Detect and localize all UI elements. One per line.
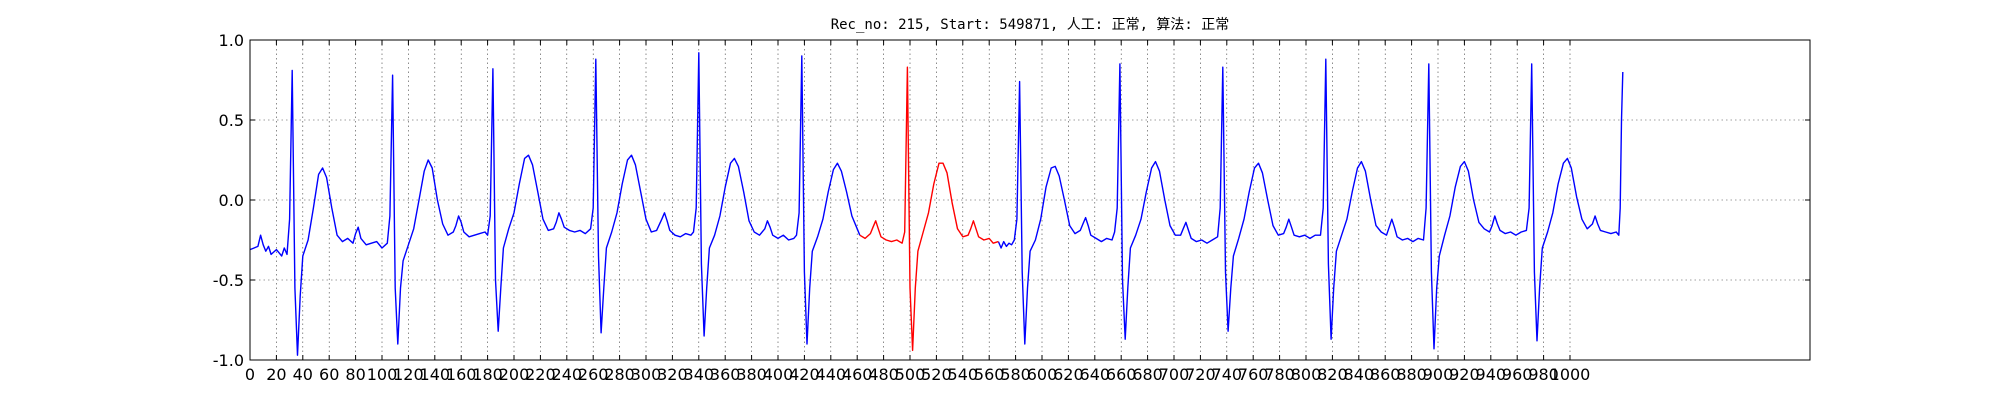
x-tick-label: 180: [472, 365, 503, 384]
x-tick-label: 140: [420, 365, 451, 384]
y-axis-ticks: 1.0 0.5 0.0 -0.5 -1.0: [213, 31, 1810, 370]
x-tick-label: 800: [1291, 365, 1322, 384]
x-tick-label: 160: [446, 365, 477, 384]
y-tick-label: 0.5: [219, 111, 244, 130]
x-tick-label: 860: [1370, 365, 1401, 384]
x-tick-label: 240: [552, 365, 583, 384]
y-tick-label: -1.0: [213, 351, 244, 370]
x-tick-label: 480: [868, 365, 899, 384]
x-tick-label: 360: [710, 365, 741, 384]
x-tick-label: 920: [1449, 365, 1480, 384]
x-tick-label: 420: [789, 365, 820, 384]
x-tick-label: 280: [604, 365, 635, 384]
x-tick-label: 940: [1476, 365, 1507, 384]
y-tick-label: -0.5: [213, 271, 244, 290]
x-tick-label: 200: [499, 365, 530, 384]
x-tick-label: 320: [657, 365, 688, 384]
x-tick-label: 780: [1264, 365, 1295, 384]
x-tick-label: 840: [1344, 365, 1375, 384]
x-tick-label: 100: [367, 365, 398, 384]
x-tick-label: 620: [1053, 365, 1084, 384]
x-tick-label: 720: [1185, 365, 1216, 384]
x-tick-label: 380: [736, 365, 767, 384]
x-tick-label: 640: [1080, 365, 1111, 384]
x-tick-label: 20: [266, 365, 286, 384]
x-tick-label: 740: [1212, 365, 1243, 384]
x-tick-label: 340: [684, 365, 715, 384]
x-tick-label: 220: [525, 365, 556, 384]
x-tick-label: 120: [393, 365, 424, 384]
grid: [250, 40, 1810, 360]
x-tick-label: 500: [895, 365, 926, 384]
x-tick-label: 300: [631, 365, 662, 384]
x-tick-label: 80: [345, 365, 365, 384]
x-tick-label: 60: [319, 365, 339, 384]
chart-title: Rec_no: 215, Start: 549871, 人工: 正常, 算法: …: [831, 17, 1230, 33]
x-tick-label: 460: [842, 365, 873, 384]
x-tick-label: 700: [1159, 365, 1190, 384]
x-tick-label: 680: [1132, 365, 1163, 384]
x-tick-label: 560: [974, 365, 1005, 384]
y-tick-label: 1.0: [219, 31, 244, 50]
x-tick-label: 880: [1396, 365, 1427, 384]
x-tick-label: 1000: [1550, 365, 1591, 384]
x-tick-label: 660: [1106, 365, 1137, 384]
x-tick-label: 520: [921, 365, 952, 384]
x-tick-label: 760: [1238, 365, 1269, 384]
y-tick-label: 0.0: [219, 191, 244, 210]
x-axis-ticks: 0 20 40 60 80 1001201401601802002202402602803…: [245, 40, 1590, 384]
x-tick-label: 400: [763, 365, 794, 384]
ecg-trace-red: [859, 66, 999, 352]
x-tick-label: 0: [245, 365, 255, 384]
x-tick-label: 980: [1528, 365, 1559, 384]
x-tick-label: 820: [1317, 365, 1348, 384]
ecg-trace-blue: [249, 52, 861, 356]
x-tick-label: 600: [1027, 365, 1058, 384]
x-tick-label: 540: [948, 365, 979, 384]
ecg-traces: [249, 52, 1624, 356]
x-tick-label: 900: [1423, 365, 1454, 384]
x-tick-label: 40: [293, 365, 313, 384]
ecg-trace-blue: [997, 58, 1624, 350]
x-tick-label: 440: [816, 365, 847, 384]
x-tick-label: 580: [1000, 365, 1031, 384]
x-tick-label: 260: [578, 365, 609, 384]
x-tick-label: 960: [1502, 365, 1533, 384]
